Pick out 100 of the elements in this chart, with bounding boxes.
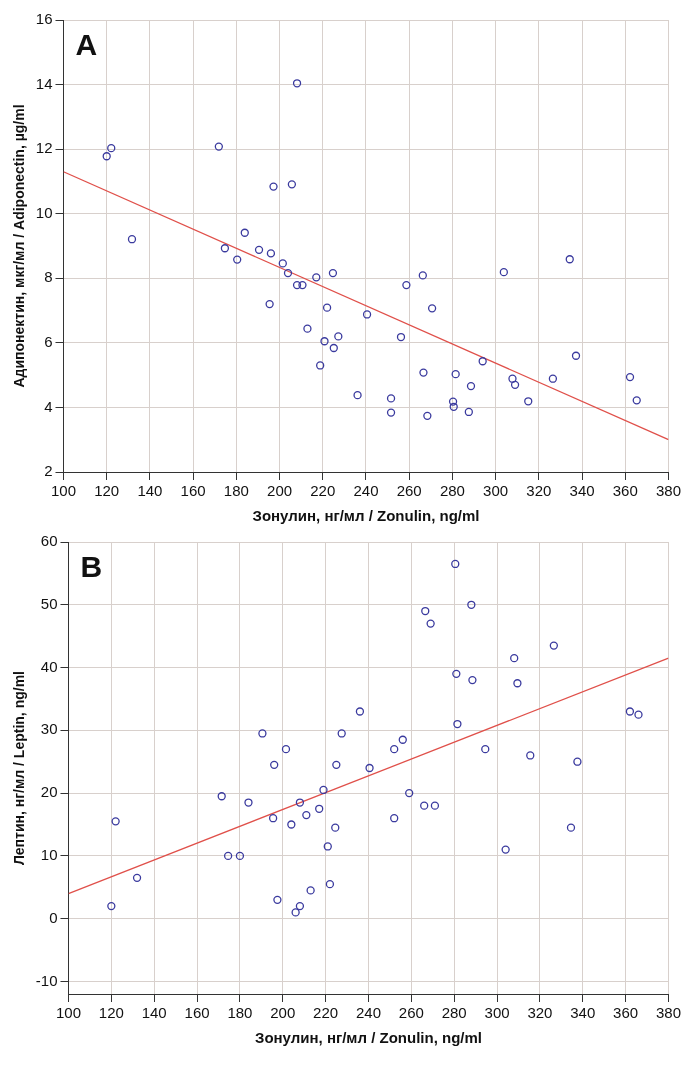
- point: [319, 785, 328, 795]
- x-tick-label: 280: [441, 1004, 467, 1022]
- point: [292, 79, 302, 88]
- x-tick-label: 220: [310, 482, 336, 500]
- point: [273, 895, 282, 904]
- point: [466, 381, 476, 391]
- point: [127, 235, 137, 244]
- y-tick-label: 10: [40, 846, 58, 864]
- point: [132, 873, 142, 883]
- x-tick-label: 380: [655, 482, 681, 500]
- annotation: B: [80, 550, 103, 584]
- y-tick-label: 12: [35, 139, 53, 157]
- point: [421, 606, 430, 616]
- y-tick-label: 40: [40, 657, 58, 675]
- point: [423, 411, 432, 420]
- point: [315, 804, 324, 813]
- x-tick-label: 340: [569, 482, 595, 500]
- x-tick-label: 160: [180, 482, 206, 500]
- x-tick-label: 300: [483, 482, 509, 500]
- point: [303, 324, 312, 333]
- x-tick-label: 160: [184, 1004, 210, 1022]
- point: [386, 394, 396, 403]
- point: [235, 851, 245, 861]
- x-tick-label: 180: [223, 482, 249, 500]
- x-tick-label: 100: [55, 1004, 81, 1022]
- point: [295, 798, 305, 807]
- y-tick-label: 50: [40, 594, 58, 612]
- point: [625, 372, 635, 382]
- point: [287, 180, 297, 189]
- point: [419, 368, 428, 377]
- y-tick-label: 60: [40, 532, 58, 550]
- point: [331, 823, 340, 832]
- y-tick-label: 6: [44, 333, 53, 350]
- point: [278, 259, 287, 268]
- y-tick-label: 10: [35, 203, 53, 221]
- point: [548, 374, 558, 383]
- point: [328, 268, 338, 278]
- point: [396, 332, 406, 342]
- point: [220, 244, 230, 253]
- point: [353, 391, 362, 400]
- x-tick-label: 180: [227, 1004, 253, 1022]
- point: [449, 402, 458, 411]
- point: [337, 729, 346, 738]
- point: [625, 707, 635, 716]
- point: [316, 361, 325, 370]
- point: [420, 801, 429, 810]
- point: [292, 280, 302, 290]
- annotation: A: [75, 28, 98, 62]
- point: [240, 228, 249, 237]
- point: [306, 886, 315, 895]
- y-tick-label: 0: [49, 908, 58, 926]
- point: [573, 757, 582, 766]
- point: [451, 559, 460, 569]
- point: [295, 901, 305, 911]
- point: [451, 370, 460, 379]
- point: [291, 908, 300, 917]
- point: [362, 310, 372, 319]
- point: [467, 600, 476, 609]
- point: [499, 268, 508, 277]
- point: [298, 280, 307, 290]
- point: [386, 408, 396, 417]
- point: [269, 182, 278, 191]
- point: [510, 653, 519, 663]
- point: [365, 763, 374, 773]
- point: [418, 271, 427, 280]
- point: [325, 879, 335, 889]
- x-tick-label: 360: [613, 1004, 639, 1022]
- x-tick-label: 240: [353, 482, 379, 500]
- point: [398, 735, 407, 744]
- point: [107, 144, 116, 153]
- point: [478, 357, 487, 366]
- point: [322, 303, 332, 312]
- x-tick-label: 300: [484, 1004, 510, 1022]
- x-tick-label: 260: [398, 1004, 424, 1022]
- y-axis-title: Лептин, нг/мл / Leptin, ng/ml: [11, 671, 28, 865]
- point: [268, 814, 278, 823]
- x-axis-title: Зонулин, нг/мл / Zonulin, ng/ml: [252, 507, 480, 525]
- point: [258, 729, 267, 738]
- x-tick-label: 140: [137, 482, 163, 500]
- point: [566, 823, 576, 832]
- y-tick-label: 16: [35, 10, 53, 28]
- point: [390, 814, 399, 823]
- y-tick-label: 30: [40, 720, 58, 738]
- point: [102, 152, 111, 161]
- point: [214, 142, 223, 151]
- y-tick-label: 4: [44, 397, 53, 415]
- point: [426, 619, 435, 628]
- point: [452, 669, 461, 678]
- point: [265, 299, 274, 309]
- point: [526, 751, 535, 760]
- point: [312, 273, 321, 282]
- x-tick-label: 280: [439, 482, 465, 500]
- y-tick-label: 14: [35, 74, 53, 92]
- point: [320, 337, 329, 346]
- point: [402, 280, 411, 290]
- point: [464, 407, 473, 417]
- point: [632, 396, 641, 405]
- point: [107, 901, 116, 911]
- x-tick-label: 320: [527, 1004, 553, 1022]
- x-tick-label: 260: [396, 482, 422, 500]
